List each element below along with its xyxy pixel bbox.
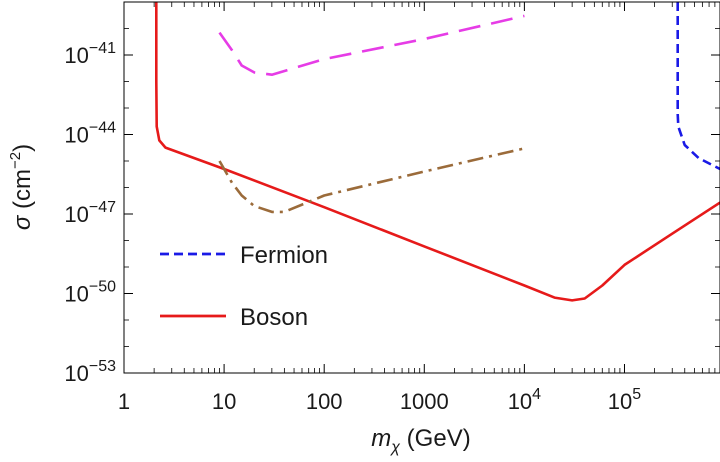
y-axis-unit: (cm (9, 169, 36, 216)
y-tick-label-exponent: −41 (89, 40, 116, 57)
x-tick-label: 10 (212, 389, 236, 414)
axes-layer: 1 10 100 1000 104 10510−4110−4410−4710−5010−5… (64, 1, 720, 414)
series-layer (155, 2, 720, 302)
y-tick-label: 10−53 (64, 358, 116, 386)
x-axis-symbol: m (371, 425, 391, 452)
y-tick-label: 10−41 (64, 40, 116, 68)
y-tick-label-base: 10 (64, 202, 88, 227)
y-tick-label-exponent: −47 (89, 199, 116, 216)
y-tick-label-base: 10 (64, 282, 88, 307)
x-tick-label-base: 10 (508, 389, 532, 414)
series-line-unlabeled-3 (218, 147, 525, 214)
x-tick-label-exponent: 5 (632, 386, 641, 403)
x-tick-label: 104 (508, 386, 541, 414)
legend-label-boson: Boson (240, 304, 308, 331)
y-tick-label-base: 10 (64, 43, 88, 68)
series-line-boson (155, 2, 720, 302)
legend: Fermion Boson (160, 242, 328, 331)
y-tick-label-base: 10 (64, 123, 88, 148)
x-tick-label: 1000 (400, 389, 449, 414)
y-axis-unit-exponent: −2 (7, 152, 24, 169)
y-tick-label: 10−47 (64, 199, 116, 227)
y-tick-label: 10−44 (64, 120, 116, 148)
y-axis-unit-close: ) (9, 144, 36, 152)
series-line-unlabeled-2 (218, 14, 525, 76)
x-axis-unit: (GeV) (400, 425, 471, 452)
x-tick-label-base: 10 (608, 389, 632, 414)
y-tick-label-exponent: −50 (89, 279, 116, 296)
series-line-fermion (676, 2, 720, 171)
x-tick-label-exponent: 4 (532, 386, 541, 403)
x-tick-label: 1 (118, 389, 130, 414)
y-tick-label-base: 10 (64, 361, 88, 386)
x-tick-label: 100 (306, 389, 343, 414)
legend-label-fermion: Fermion (240, 242, 328, 269)
x-tick-label: 105 (608, 386, 641, 414)
y-axis-title: σ (cm−2) (7, 144, 36, 230)
y-tick-label-exponent: −44 (89, 120, 116, 137)
x-axis-subscript: χ (389, 439, 400, 456)
y-axis-symbol: σ (9, 214, 36, 230)
x-axis-title: mχ (GeV) (371, 425, 470, 456)
y-tick-label-exponent: −53 (89, 358, 116, 375)
y-tick-label: 10−50 (64, 279, 116, 307)
